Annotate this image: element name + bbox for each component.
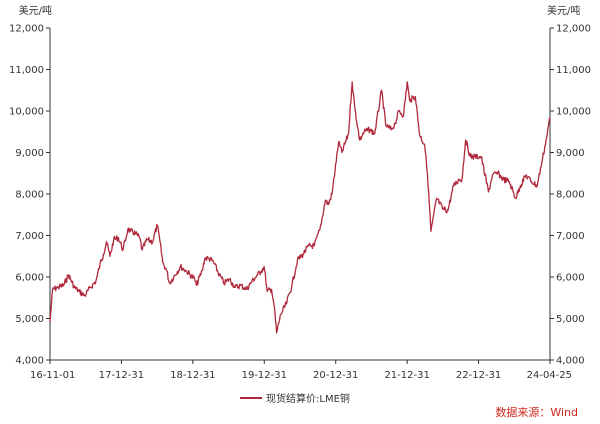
y-tick-label-left: 11,000 <box>9 65 44 76</box>
y-tick-label-right: 7,000 <box>556 231 585 242</box>
y-tick-label-left: 9,000 <box>15 148 44 159</box>
y-tick-label-left: 7,000 <box>15 231 44 242</box>
y-unit-right: 美元/吨 <box>547 4 580 17</box>
y-tick-label-right: 10,000 <box>556 107 591 118</box>
y-tick-label-right: 11,000 <box>556 65 591 76</box>
x-tick-label: 18-12-31 <box>170 370 215 381</box>
y-tick-label-right: 12,000 <box>556 24 591 35</box>
y-tick-label-left: 4,000 <box>15 356 44 367</box>
x-tick-label: 22-12-31 <box>456 370 501 381</box>
y-tick-label-right: 8,000 <box>556 190 585 201</box>
axes <box>46 27 554 364</box>
y-unit-left: 美元/吨 <box>19 4 52 17</box>
series-line <box>49 81 551 334</box>
y-tick-label-right: 5,000 <box>556 314 585 325</box>
y-tick-label-left: 6,000 <box>15 273 44 284</box>
y-tick-label-left: 10,000 <box>9 107 44 118</box>
x-tick-label: 20-12-31 <box>313 370 358 381</box>
x-tick-label: 17-12-31 <box>99 370 144 381</box>
series-layer <box>49 81 551 334</box>
source-note: 数据来源：Wind <box>495 406 578 419</box>
y-tick-label-right: 9,000 <box>556 148 585 159</box>
y-axis-right: 4,000 5,000 6,000 7,000 8,000 9,000 10,000 11,0… <box>556 24 591 367</box>
x-tick-label: 21-12-31 <box>384 370 429 381</box>
legend: 现货结算价:LME铜 <box>240 392 350 405</box>
x-tick-label: 19-12-31 <box>242 370 287 381</box>
y-tick-label-left: 12,000 <box>9 24 44 35</box>
y-tick-label-right: 6,000 <box>556 273 585 284</box>
x-tick-label: 24-04-25 <box>527 370 572 381</box>
y-axis-left: 4,000 5,000 6,000 7,000 8,000 9,000 10,000 11,0… <box>9 24 44 367</box>
legend-label: 现货结算价:LME铜 <box>266 392 350 405</box>
x-axis: 16-11-01 17-12-31 18-12-31 19-12-31 20-12-31… <box>30 370 572 381</box>
y-tick-label-left: 5,000 <box>15 314 44 325</box>
x-tick-label: 16-11-01 <box>30 370 75 381</box>
y-tick-label-right: 4,000 <box>556 356 585 367</box>
y-tick-label-left: 8,000 <box>15 190 44 201</box>
